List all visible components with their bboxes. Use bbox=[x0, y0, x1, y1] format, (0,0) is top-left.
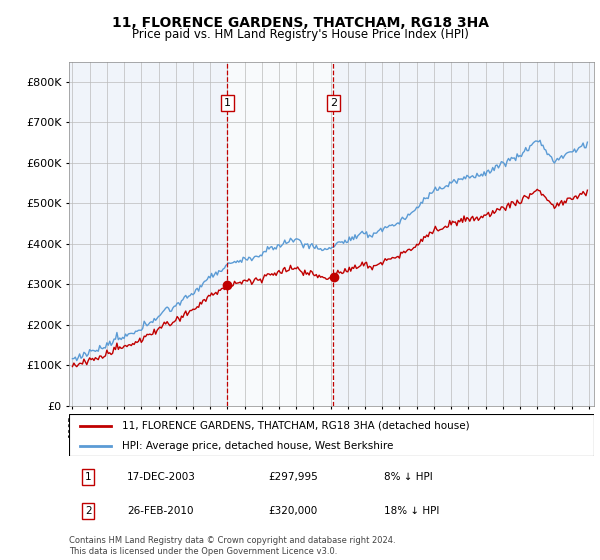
Text: £320,000: £320,000 bbox=[269, 506, 318, 516]
Text: 17-DEC-2003: 17-DEC-2003 bbox=[127, 473, 196, 482]
Text: 26-FEB-2010: 26-FEB-2010 bbox=[127, 506, 193, 516]
Text: 1: 1 bbox=[224, 98, 231, 108]
Text: Contains HM Land Registry data © Crown copyright and database right 2024.
This d: Contains HM Land Registry data © Crown c… bbox=[69, 536, 395, 556]
Text: 2: 2 bbox=[85, 506, 91, 516]
Text: 1: 1 bbox=[85, 473, 91, 482]
Text: £297,995: £297,995 bbox=[269, 473, 318, 482]
Text: 8% ↓ HPI: 8% ↓ HPI bbox=[384, 473, 433, 482]
Bar bbox=[227, 62, 333, 406]
FancyBboxPatch shape bbox=[69, 414, 594, 456]
Text: HPI: Average price, detached house, West Berkshire: HPI: Average price, detached house, West… bbox=[121, 441, 393, 451]
Text: 11, FLORENCE GARDENS, THATCHAM, RG18 3HA (detached house): 11, FLORENCE GARDENS, THATCHAM, RG18 3HA… bbox=[121, 421, 469, 431]
Text: 18% ↓ HPI: 18% ↓ HPI bbox=[384, 506, 439, 516]
Text: Price paid vs. HM Land Registry's House Price Index (HPI): Price paid vs. HM Land Registry's House … bbox=[131, 28, 469, 41]
Text: 11, FLORENCE GARDENS, THATCHAM, RG18 3HA: 11, FLORENCE GARDENS, THATCHAM, RG18 3HA bbox=[112, 16, 488, 30]
Text: 2: 2 bbox=[329, 98, 337, 108]
